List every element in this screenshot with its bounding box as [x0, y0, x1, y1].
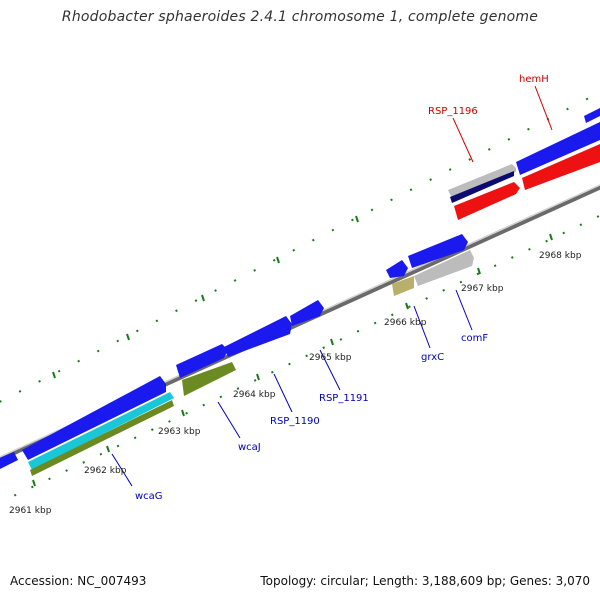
tick-label-2966: 2966 kbp	[384, 318, 427, 328]
tick-label-2963: 2963 kbp	[158, 427, 201, 437]
accession-text: Accession: NC_007493	[10, 574, 147, 588]
gene-pointers	[111, 85, 553, 487]
tick-label-2967: 2967 kbp	[461, 284, 504, 294]
gene-label-RSP_1196: RSP_1196	[428, 106, 478, 117]
outer-major-ticks	[52, 215, 359, 379]
outer-tick-ruler	[0, 91, 600, 403]
gene-label-comF: comF	[461, 333, 488, 344]
tick-label-2962: 2962 kbp	[84, 466, 127, 476]
tick-label-2964: 2964 kbp	[233, 390, 276, 400]
tick-label-2968: 2968 kbp	[539, 251, 582, 261]
gene-RSP_1190-block[interactable]	[224, 316, 292, 357]
gene-label-wcaG: wcaG	[135, 491, 163, 502]
gene-blue-plus-right[interactable]	[584, 108, 600, 123]
gene-label-hemH: hemH	[519, 74, 549, 85]
gene-label-RSP_1190: RSP_1190	[270, 416, 320, 427]
genome-summary: Topology: circular; Length: 3,188,609 bp…	[260, 574, 590, 588]
gene-wcaJ-block[interactable]	[176, 344, 236, 396]
inner-major-ticks	[32, 233, 553, 487]
tick-label-2961: 2961 kbp	[9, 506, 52, 516]
gene-wcaG-block[interactable]	[22, 376, 174, 476]
gene-hemH[interactable]	[516, 122, 600, 190]
gene-labels: RSP_1196 hemH wcaG wcaJ RSP_1190 RSP_119…	[135, 74, 549, 502]
gene-blue-far-left[interactable]	[0, 452, 18, 474]
gene-label-RSP_1191: RSP_1191	[319, 393, 369, 404]
gene-label-grxC: grxC	[421, 352, 444, 363]
gene-comF-block[interactable]	[408, 234, 474, 286]
gene-label-wcaJ: wcaJ	[238, 442, 261, 453]
gene-RSP_1191-block[interactable]	[290, 300, 324, 326]
tick-labels: 2961 kbp 2962 kbp 2963 kbp 2964 kbp 2965…	[9, 251, 582, 516]
gene-grxC-block[interactable]	[386, 260, 414, 296]
gene-RSP_1196[interactable]	[448, 164, 520, 220]
tick-label-2965: 2965 kbp	[309, 353, 352, 363]
map-title: Rhodobacter sphaeroides 2.4.1 chromosome…	[61, 9, 539, 25]
